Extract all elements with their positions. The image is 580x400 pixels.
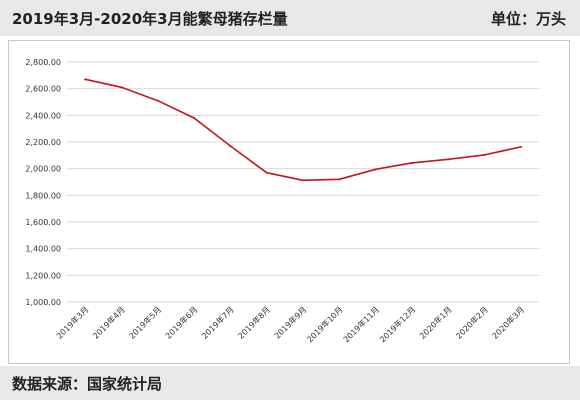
data-point	[193, 117, 196, 119]
data-point	[338, 178, 341, 181]
y-tick-label: 1,400.00	[25, 245, 61, 254]
chart-frame: 1,000.00 1,200.00 1,400.00 1,600.00 1,800.00…	[8, 40, 570, 364]
header-band: 2019年3月-2020年3月能繁母猪存栏量 单位：万头	[0, 0, 580, 36]
y-tick-label: 1,200.00	[25, 271, 61, 280]
data-point	[229, 145, 232, 147]
footer-band: 数据来源：国家统计局	[0, 366, 580, 400]
series-line	[85, 78, 521, 182]
data-source: 数据来源：国家统计局	[12, 375, 163, 393]
data-point	[447, 158, 450, 161]
data-point	[374, 168, 377, 171]
data-point	[410, 161, 413, 164]
unit-label: 单位：万头	[490, 10, 566, 28]
data-point	[265, 171, 268, 174]
x-tick-label: 2019年9月	[272, 304, 308, 340]
x-tick-label: 2020年1月	[417, 304, 453, 340]
x-tick-label: 2019年4月	[90, 304, 126, 340]
data-point	[519, 145, 522, 148]
y-tick-label: 2,800.00	[25, 58, 61, 67]
x-tick-label: 2019年10月	[305, 304, 345, 344]
y-tick-label: 2,600.00	[25, 85, 61, 94]
y-tick-label: 2,000.00	[25, 165, 61, 174]
data-point	[302, 179, 304, 182]
x-tick-label: 2019年11月	[341, 304, 381, 344]
x-tick-label: 2019年8月	[236, 304, 272, 340]
y-tick-label: 1,800.00	[25, 191, 61, 200]
data-point	[483, 153, 486, 156]
grid-layer	[67, 61, 539, 303]
line-chart: 1,000.00 1,200.00 1,400.00 1,600.00 1,800.00…	[25, 58, 539, 344]
data-point	[84, 78, 87, 81]
y-tick-label: 2,400.00	[25, 111, 61, 120]
series-layer	[84, 78, 522, 182]
x-tick-label: 2020年2月	[454, 304, 490, 340]
data-point	[120, 86, 123, 89]
x-tick-label: 2019年5月	[127, 304, 163, 340]
y-tick-label: 2,200.00	[25, 138, 61, 147]
y-tick-label: 1,000.00	[25, 298, 61, 307]
y-tick-label: 1,600.00	[25, 218, 61, 227]
x-tick-label: 2019年6月	[163, 304, 199, 340]
x-axis-ticks: 2019年3月 2019年4月 2019年5月 2019年6月 2019年7月 2019年…	[54, 304, 526, 344]
chart-title: 2019年3月-2020年3月能繁母猪存栏量	[12, 10, 288, 28]
x-tick-label: 2019年3月	[54, 304, 90, 340]
x-tick-label: 2019年12月	[377, 304, 417, 344]
x-tick-label: 2019年7月	[199, 304, 235, 340]
y-axis-ticks: 1,000.00 1,200.00 1,400.00 1,600.00 1,800.00…	[25, 58, 61, 307]
data-point	[156, 99, 159, 102]
x-tick-label: 2020年3月	[490, 304, 526, 340]
